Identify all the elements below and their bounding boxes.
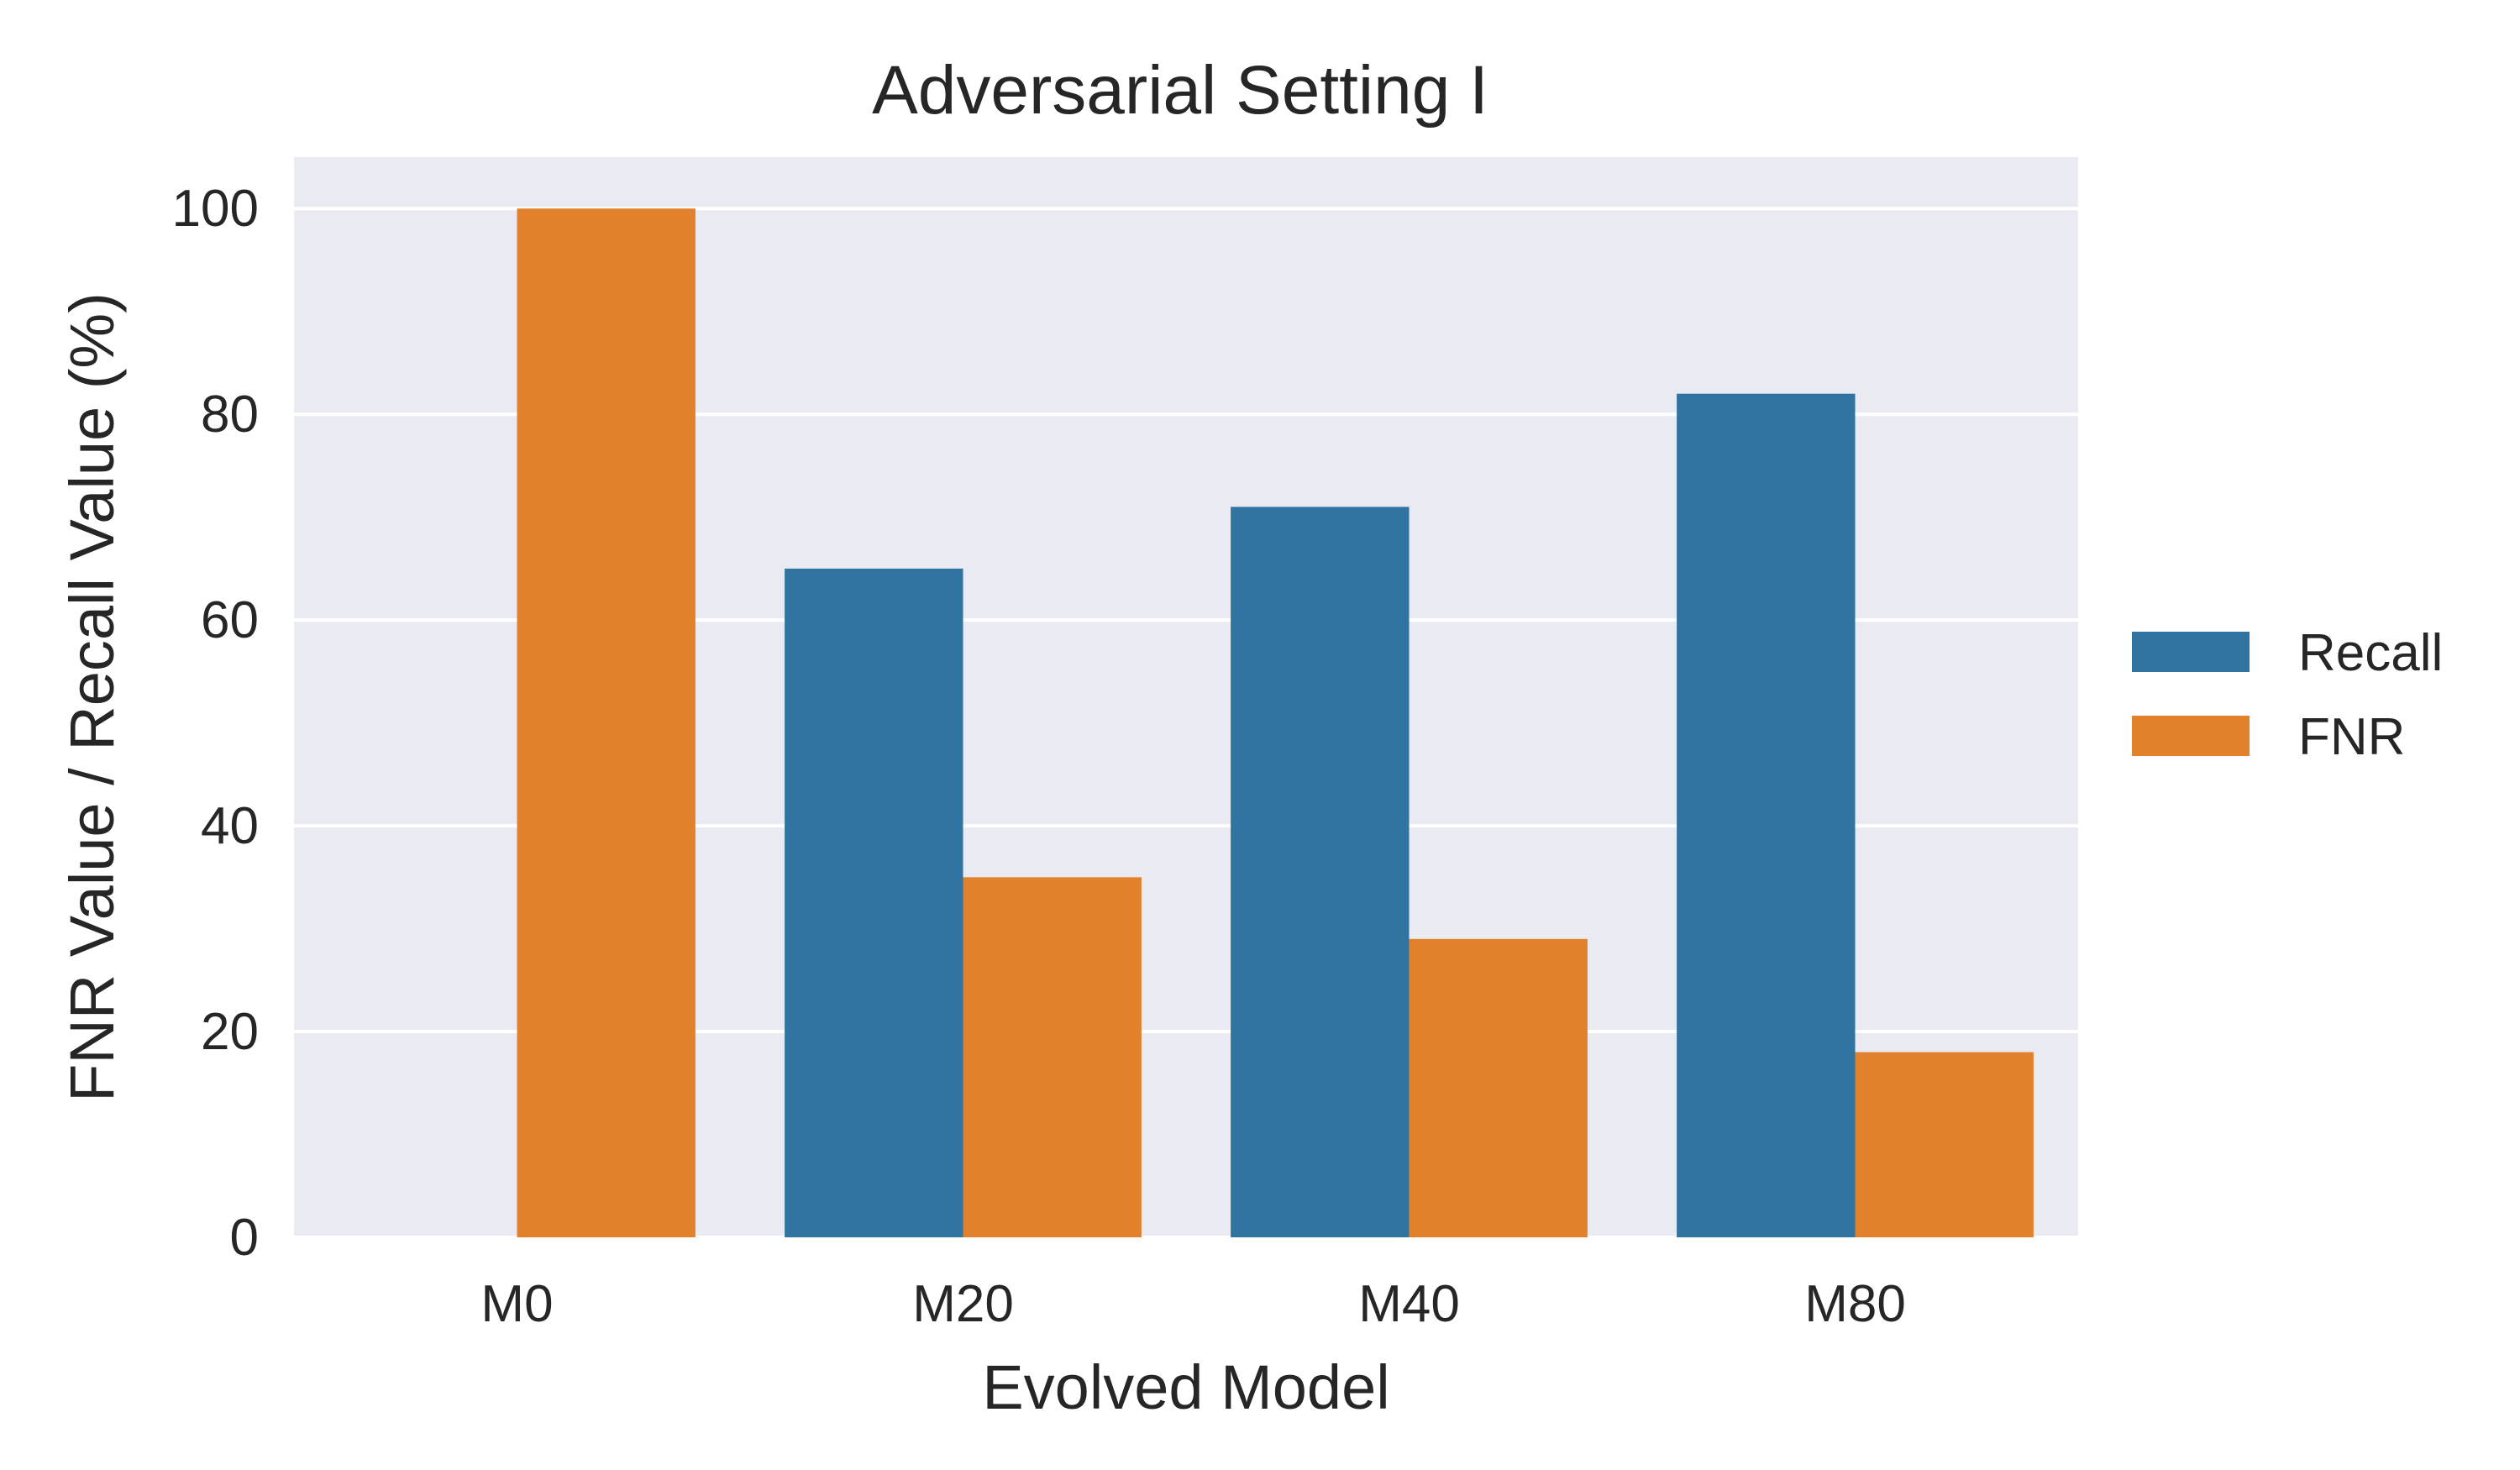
- y-tick-label: 80: [201, 386, 259, 444]
- legend-swatch-fnr: [2132, 716, 2250, 756]
- bar-fnr-m80: [1855, 1052, 2034, 1237]
- x-axis-label: Evolved Model: [982, 1352, 1389, 1422]
- y-axis-label: FNR Value / Recall Value (%): [57, 292, 127, 1102]
- x-tick-label: M0: [480, 1275, 553, 1333]
- legend-swatch-recall: [2132, 632, 2250, 672]
- y-tick-label: 0: [230, 1209, 259, 1267]
- legend: Recall FNR: [2132, 624, 2443, 766]
- x-tick-label: M80: [1804, 1275, 1906, 1333]
- y-tick-label: 60: [201, 591, 259, 649]
- legend-label-fnr: FNR: [2298, 708, 2405, 766]
- bar-fnr-m0: [517, 208, 696, 1238]
- chart-title: Adversarial Setting I: [872, 52, 1488, 129]
- bar-fnr-m20: [963, 877, 1142, 1237]
- bar-recall-m40: [1231, 507, 1410, 1237]
- x-tick-label: M40: [1358, 1275, 1460, 1333]
- y-tick-label: 40: [201, 797, 259, 855]
- y-tick-label: 20: [201, 1003, 259, 1061]
- legend-label-recall: Recall: [2298, 624, 2443, 682]
- bar-fnr-m40: [1409, 938, 1588, 1237]
- bar-recall-m80: [1677, 393, 1856, 1237]
- bars: [517, 208, 2034, 1238]
- x-axis-ticks: M0 M20 M40 M80: [480, 1275, 1905, 1333]
- y-axis-ticks: 0 20 40 60 80 100: [172, 180, 259, 1267]
- bar-recall-m20: [785, 568, 963, 1237]
- y-tick-label: 100: [172, 180, 259, 238]
- x-tick-label: M20: [912, 1275, 1014, 1333]
